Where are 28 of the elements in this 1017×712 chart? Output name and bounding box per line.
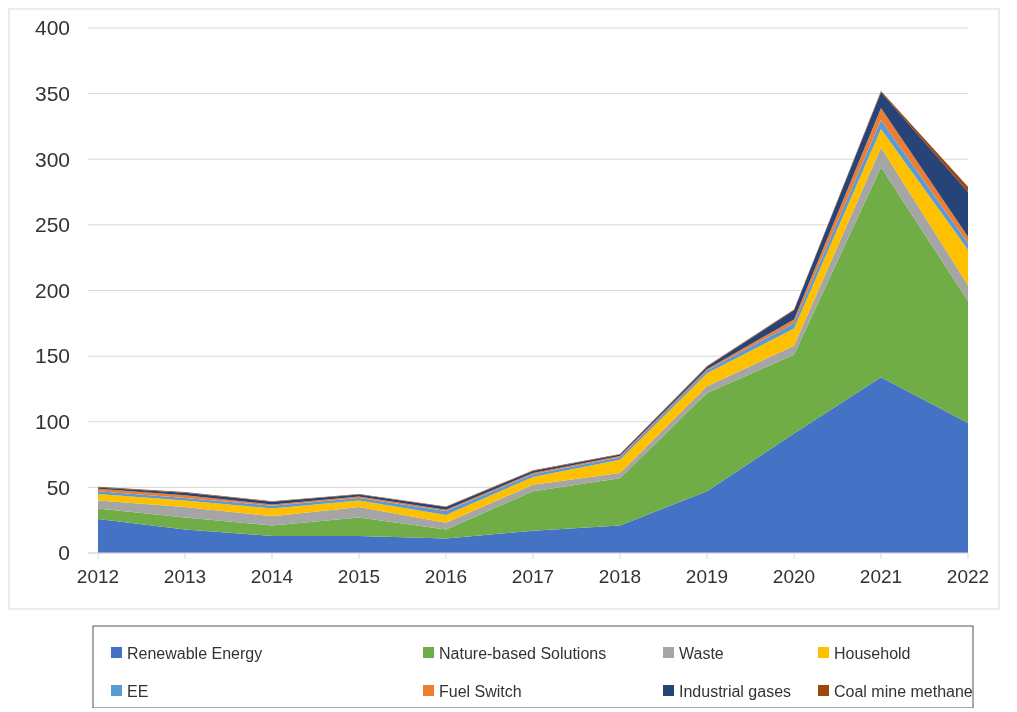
legend-label: Nature-based Solutions — [439, 644, 607, 662]
x-tick-label: 2016 — [424, 566, 468, 587]
legend-label: EE — [127, 682, 149, 700]
y-tick-label: 50 — [46, 475, 70, 499]
legend-label: Waste — [679, 644, 724, 662]
x-tick-label: 2015 — [337, 566, 381, 587]
x-tick-label: 2012 — [76, 566, 120, 587]
legend-label: Industrial gases — [679, 682, 792, 700]
x-tick-label: 2014 — [250, 566, 294, 587]
y-tick-label: 200 — [34, 278, 70, 302]
legend-label: Coal mine methane — [834, 682, 973, 700]
legend-label: Household — [834, 644, 911, 662]
y-tick-label: 400 — [34, 16, 70, 40]
y-tick-label: 100 — [34, 410, 70, 434]
legend-label: Fuel Switch — [439, 682, 522, 700]
y-tick-label: 250 — [34, 213, 70, 237]
x-tick-label: 2021 — [859, 566, 903, 587]
y-tick-label: 150 — [34, 344, 70, 368]
y-tick-label: 300 — [34, 147, 70, 171]
legend-label: Renewable Energy — [127, 644, 263, 662]
x-tick-label: 2022 — [946, 566, 990, 587]
x-tick-label: 2013 — [163, 566, 207, 587]
x-tick-label: 2017 — [511, 566, 555, 587]
y-tick-label: 0 — [58, 541, 70, 565]
x-tick-label: 2018 — [598, 566, 642, 587]
x-tick-label: 2019 — [685, 566, 729, 587]
y-tick-label: 350 — [34, 81, 70, 105]
x-tick-label: 2020 — [772, 566, 816, 587]
